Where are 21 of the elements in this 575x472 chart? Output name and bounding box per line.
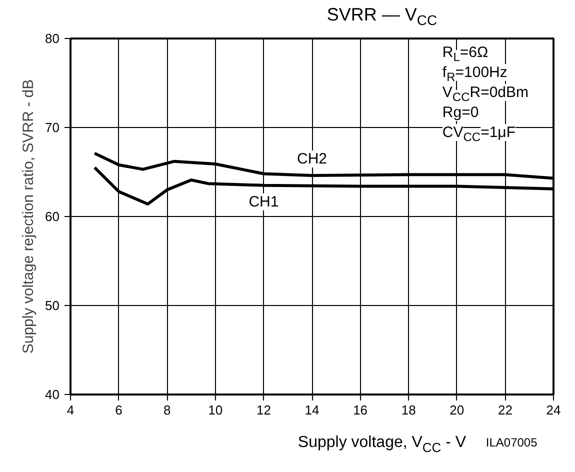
x-tick-label: 4 [66,402,74,418]
y-tick-label: 50 [45,298,60,313]
x-tick-label: 18 [401,402,416,418]
x-tick-label: 8 [163,402,171,418]
text: ILA07005 [486,436,538,450]
series-label: CH2 [296,150,328,168]
y-axis-title: Supply voltage rejection ratio, SVRR - dB [20,79,38,354]
x-tick-label: 22 [498,402,512,418]
series-label: CH1 [248,193,279,210]
annotation: Rg=0 [442,104,479,121]
y-tick-label: 40 [45,387,60,402]
x-tick-label: 12 [256,402,271,418]
x-tick-label: 16 [353,402,368,418]
x-tick-label: 24 [546,402,561,418]
y-tick-label: 70 [45,120,60,135]
x-tick-label: 14 [304,402,320,418]
y-tick-label: 60 [45,209,60,224]
y-tick-label: 80 [45,31,60,46]
x-tick-label: 10 [208,402,223,418]
x-tick-label: 20 [450,402,464,418]
x-tick-label: 6 [115,402,122,418]
